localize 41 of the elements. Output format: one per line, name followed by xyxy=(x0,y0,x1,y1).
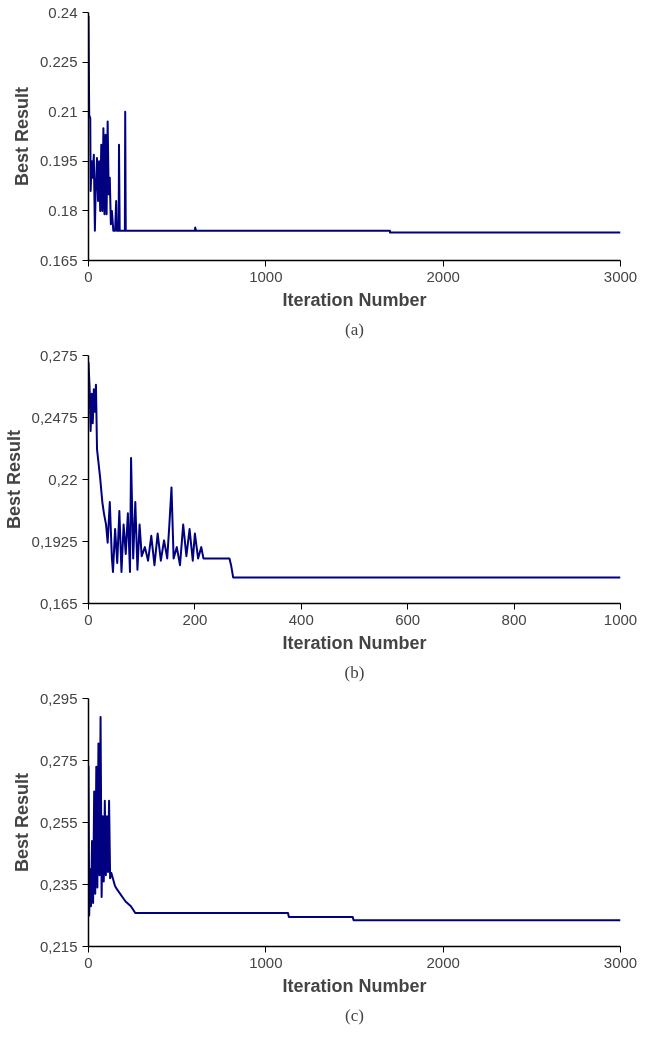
y-tick-label: 0,235 xyxy=(39,875,78,893)
x-tick-label: 400 xyxy=(288,610,314,628)
text: (b) xyxy=(344,662,365,682)
x-tick-label: 600 xyxy=(395,610,421,628)
y-axis-title: Best Result xyxy=(3,429,24,530)
y-tick-label: 0.225 xyxy=(39,53,78,71)
x-axis-title: Iteration Number xyxy=(282,632,427,653)
y-tick-label: 0,22 xyxy=(48,470,78,488)
x-axis-title: Iteration Number xyxy=(282,289,427,310)
x-tick-label: 2000 xyxy=(426,267,460,285)
y-tick-label: 0.165 xyxy=(39,251,78,269)
x-tick-label: 1000 xyxy=(249,953,283,971)
y-tick-label: 0,295 xyxy=(39,689,78,707)
y-tick-label: 0,165 xyxy=(39,594,78,612)
x-tick-label: 3000 xyxy=(603,267,638,285)
y-tick-label: 0.21 xyxy=(48,102,78,120)
x-tick-label: 3000 xyxy=(603,953,638,971)
x-tick-label: 200 xyxy=(182,610,208,628)
x-tick-label: 2000 xyxy=(426,953,460,971)
text: (a) xyxy=(345,319,364,339)
x-tick-label: 1000 xyxy=(603,610,638,628)
x-tick-label: 0 xyxy=(84,267,93,285)
y-tick-label: 0.24 xyxy=(48,3,78,21)
y-tick-label: 0,255 xyxy=(39,813,78,831)
x-tick-label: 0 xyxy=(84,953,93,971)
y-tick-label: 0,215 xyxy=(39,937,78,955)
y-axis-title: Best Result xyxy=(11,86,32,187)
line-series xyxy=(88,361,621,579)
x-axis-title: Iteration Number xyxy=(282,975,427,996)
y-tick-label: 0,2475 xyxy=(31,408,78,426)
y-tick-label: 0.18 xyxy=(48,201,78,219)
y-tick-label: 0.195 xyxy=(39,152,78,170)
y-tick-label: 0,1925 xyxy=(31,532,78,550)
line-series xyxy=(88,716,621,922)
y-tick-label: 0,275 xyxy=(39,751,78,769)
y-axis-title: Best Result xyxy=(11,772,32,873)
y-tick-label: 0,275 xyxy=(39,346,78,364)
x-tick-label: 0 xyxy=(84,610,93,628)
x-tick-label: 1000 xyxy=(249,267,283,285)
x-tick-label: 800 xyxy=(501,610,527,628)
text: (c) xyxy=(345,1005,364,1025)
